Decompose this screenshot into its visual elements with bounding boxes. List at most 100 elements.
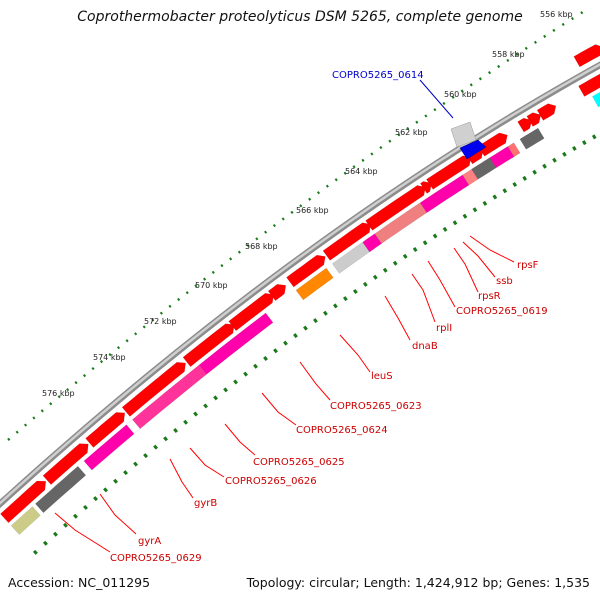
tick-mark — [143, 453, 149, 459]
gene-label-highlight[interactable]: COPRO5265_0614 — [332, 70, 424, 81]
tick-mark — [482, 200, 488, 206]
scale-label: 556 kbp — [540, 10, 573, 19]
gene-forward[interactable] — [121, 361, 186, 417]
gene-extra[interactable] — [573, 44, 600, 68]
gene-label[interactable]: rpsF — [517, 260, 539, 271]
gene-label[interactable]: gyrB — [194, 498, 217, 509]
tick-mark — [243, 371, 248, 377]
tick-mark — [303, 325, 308, 331]
gene-forward[interactable] — [578, 69, 600, 97]
tick-mark — [263, 355, 268, 361]
gene-arrow[interactable] — [450, 121, 477, 148]
tick-mark — [133, 461, 139, 467]
tick-mark — [253, 363, 258, 369]
gene-label[interactable]: COPRO5265_0626 — [225, 476, 317, 487]
gene-labels: rpsF ssb rpsR COPRO5265_0619 rplI dnaB l… — [110, 260, 548, 564]
tick-mark — [42, 540, 48, 546]
scale-label: 568 kbp — [245, 242, 278, 251]
tick-mark — [223, 387, 228, 393]
scale-ring — [7, 8, 587, 441]
tick-mark — [293, 333, 298, 339]
tick-mark — [582, 140, 587, 146]
tick-mark — [392, 260, 398, 266]
tick-mark — [213, 395, 218, 401]
tick-mark — [382, 267, 388, 273]
gene-label[interactable]: dnaB — [412, 341, 438, 352]
gene-label[interactable]: COPRO5265_0629 — [110, 553, 202, 564]
scale-label: 560 kbp — [444, 90, 477, 99]
gene-label[interactable]: COPRO5265_0619 — [456, 306, 548, 317]
track-extra-genes — [573, 44, 600, 68]
tick-mark — [53, 531, 58, 537]
tick-mark — [32, 549, 38, 555]
tick-mark — [552, 157, 557, 163]
tick-mark — [273, 348, 278, 354]
tick-mark — [372, 274, 378, 280]
tick-mark — [502, 188, 508, 194]
tick-mark — [103, 487, 108, 493]
tick-mark — [542, 163, 547, 169]
gene-label[interactable]: COPRO5265_0624 — [296, 425, 388, 436]
gene-forward[interactable] — [85, 412, 126, 448]
gene-reverse[interactable] — [35, 465, 87, 514]
label-leaders — [54, 235, 515, 553]
tick-mark — [462, 213, 468, 219]
gene-reverse[interactable] — [295, 267, 334, 301]
gene-arrow[interactable] — [459, 139, 487, 160]
tick-mark — [173, 427, 179, 433]
tick-mark — [522, 175, 527, 181]
gene-label[interactable]: leuS — [371, 371, 393, 382]
tick-mark — [313, 318, 318, 324]
tick-mark — [93, 496, 98, 502]
gene-reverse[interactable] — [83, 424, 135, 471]
gene-forward[interactable] — [517, 117, 532, 133]
gene-label[interactable]: rplI — [436, 323, 452, 334]
gene-forward[interactable] — [42, 443, 89, 485]
tick-mark — [402, 253, 408, 259]
scale-label: 576 kbp — [42, 389, 75, 398]
scale-label: 566 kbp — [296, 206, 329, 215]
tick-mark — [203, 403, 209, 409]
gene-label[interactable]: gyrA — [138, 536, 161, 547]
scale-label: 564 kbp — [345, 167, 378, 176]
tick-mark — [113, 478, 118, 484]
gene-forward[interactable] — [286, 254, 326, 288]
gene-copro5265-0614[interactable] — [450, 121, 487, 160]
tick-mark — [452, 220, 458, 226]
gene-label[interactable]: ssb — [496, 276, 513, 287]
gene-reverse[interactable] — [519, 127, 545, 150]
gene-label[interactable]: COPRO5265_0623 — [330, 401, 422, 412]
tick-mark — [233, 379, 238, 385]
map-title: Coprothermobacter proteolyticus DSM 5265… — [77, 9, 523, 25]
scale-label: 574 kbp — [93, 353, 126, 362]
scale-label: 572 kbp — [144, 317, 177, 326]
tick-mark — [163, 436, 169, 442]
gene-reverse[interactable] — [331, 241, 370, 274]
tick-mark — [562, 151, 567, 157]
accession-text: Accession: NC_011295 — [8, 575, 151, 590]
gene-reverse[interactable] — [592, 83, 600, 108]
gene-label[interactable]: rpsR — [478, 291, 501, 302]
tick-mark — [492, 194, 498, 200]
gene-forward[interactable] — [0, 480, 47, 524]
track-reverse-genes — [10, 83, 600, 535]
tick-mark — [572, 145, 577, 151]
scale-label: 558 kbp — [492, 50, 525, 59]
tick-mark — [412, 247, 418, 253]
tick-mark — [63, 522, 68, 528]
gene-reverse[interactable] — [10, 506, 41, 535]
gene-label[interactable]: COPRO5265_0625 — [253, 457, 345, 468]
tick-mark — [73, 513, 78, 519]
tick-mark — [352, 288, 358, 294]
gene-forward[interactable] — [182, 323, 235, 368]
track-inner-ticks — [32, 134, 597, 555]
scale-label: 570 kbp — [195, 281, 228, 290]
tick-mark — [512, 182, 518, 188]
scale-label: 562 kbp — [395, 128, 428, 137]
tick-mark — [343, 296, 348, 302]
tick-mark — [323, 310, 328, 316]
tick-mark — [183, 419, 189, 425]
gene-forward[interactable] — [322, 222, 372, 261]
